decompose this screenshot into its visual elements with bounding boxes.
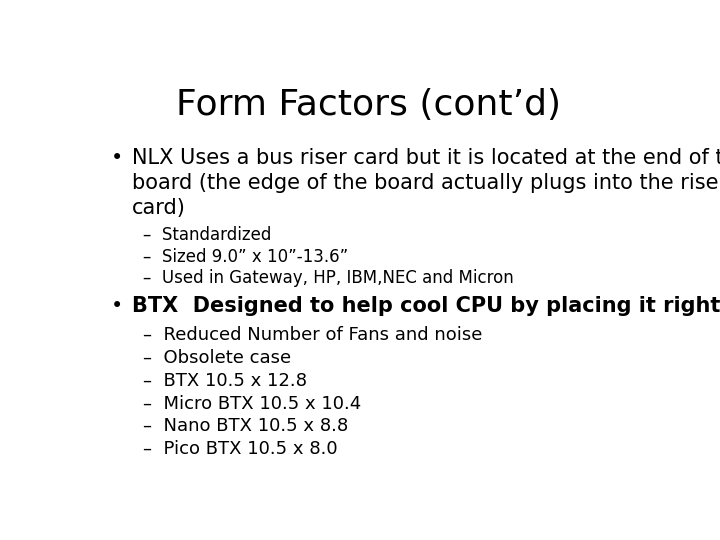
Text: board (the edge of the board actually plugs into the riser: board (the edge of the board actually pl… [132,173,720,193]
Text: –  Standardized: – Standardized [143,226,271,244]
Text: –  Nano BTX 10.5 x 8.8: – Nano BTX 10.5 x 8.8 [143,417,348,435]
Text: –  Pico BTX 10.5 x 8.0: – Pico BTX 10.5 x 8.0 [143,440,338,458]
Text: –  Micro BTX 10.5 x 10.4: – Micro BTX 10.5 x 10.4 [143,395,361,413]
Text: •: • [111,296,123,316]
Text: –  Sized 9.0” x 10”-13.6”: – Sized 9.0” x 10”-13.6” [143,248,348,266]
Text: BTX  Designed to help cool CPU by placing it right by fan: BTX Designed to help cool CPU by placing… [132,296,720,316]
Text: –  Reduced Number of Fans and noise: – Reduced Number of Fans and noise [143,326,482,344]
Text: card): card) [132,198,186,218]
Text: Form Factors (cont’d): Form Factors (cont’d) [176,87,562,122]
Text: –  Used in Gateway, HP, IBM,NEC and Micron: – Used in Gateway, HP, IBM,NEC and Micro… [143,269,514,287]
Text: –  BTX 10.5 x 12.8: – BTX 10.5 x 12.8 [143,372,307,390]
Text: –  Obsolete case: – Obsolete case [143,349,291,367]
Text: •: • [111,148,123,168]
Text: NLX Uses a bus riser card but it is located at the end of the: NLX Uses a bus riser card but it is loca… [132,148,720,168]
